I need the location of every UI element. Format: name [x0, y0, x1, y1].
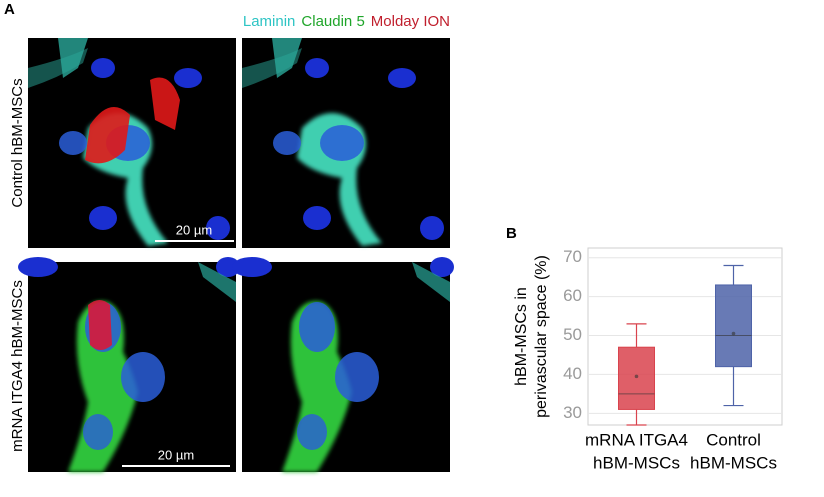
legend-entry: Claudin 5: [301, 13, 364, 30]
panel-label: A: [4, 1, 15, 18]
y-tick-label: 50: [563, 325, 582, 344]
y-tick-label: 40: [563, 364, 582, 383]
channel-legend: Laminin Claudin 5 Molday ION: [243, 13, 450, 30]
legend-entry: Molday ION: [371, 13, 450, 30]
box: [618, 346, 655, 410]
box: [715, 284, 752, 368]
plot-frame: [587, 247, 783, 426]
iron-signal: [88, 300, 112, 350]
mean-point: [731, 331, 736, 336]
box-plot: 30 40 50 60 70 hBM-MSCs in perivascular space …: [513, 247, 783, 472]
row-label: Control hBM-MSCs: [9, 78, 26, 207]
scale-bar-label: 20 µm: [158, 447, 194, 462]
legend-entry: Laminin: [243, 13, 296, 30]
x-tick-label: hBM-MSCs: [593, 453, 680, 472]
y-tick-label: 70: [563, 247, 582, 266]
micrograph: [18, 257, 240, 472]
row-label: mRNA ITGA4 hBM-MSCs: [9, 280, 26, 452]
y-tick-label: 60: [563, 286, 582, 305]
y-axis-label: perivascular space (%): [533, 255, 550, 418]
mean-point: [634, 374, 639, 379]
x-tick-label: Control: [706, 430, 761, 449]
y-tick-label: 30: [563, 403, 582, 422]
y-axis-label: hBM-MSCs in: [513, 287, 530, 386]
micrograph: [242, 38, 450, 248]
micrograph: [28, 38, 236, 248]
panel-label: B: [506, 225, 517, 242]
iron-signal: [85, 77, 180, 164]
x-tick-label: hBM-MSCs: [690, 453, 777, 472]
micrograph: [232, 257, 454, 472]
scale-bar-label: 20 µm: [176, 222, 212, 237]
x-tick-label: mRNA ITGA4: [585, 430, 688, 449]
